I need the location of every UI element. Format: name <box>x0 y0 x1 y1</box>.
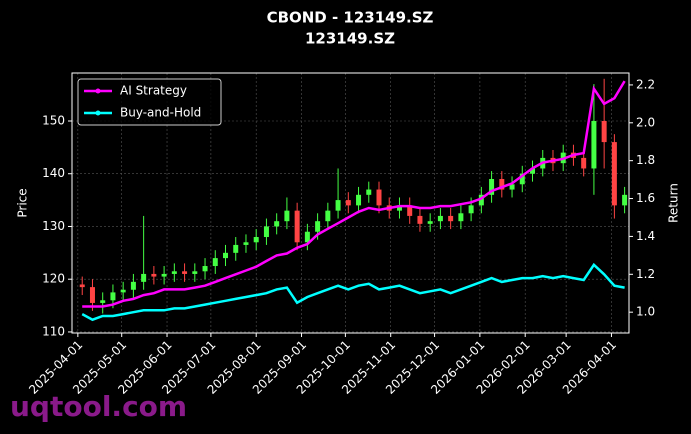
watermark: uqtool.com <box>10 390 187 423</box>
candle-body <box>356 194 362 206</box>
candle-body <box>581 157 587 169</box>
candle-body <box>284 210 290 222</box>
candle-body <box>335 200 341 211</box>
candle-body <box>202 266 208 272</box>
candle-body <box>79 284 85 288</box>
y-tick-label: 120 <box>42 272 65 286</box>
legend-label: AI Strategy <box>120 84 187 98</box>
y2-tick-label: 2.2 <box>636 77 655 91</box>
candle-body <box>407 205 413 216</box>
candle-body <box>376 189 382 206</box>
y-tick-label: 110 <box>42 324 65 338</box>
y2-tick-label: 1.4 <box>636 229 655 243</box>
candle-body <box>345 200 351 206</box>
candle-body <box>253 237 259 243</box>
candle-body <box>315 221 321 232</box>
y2-tick-label: 1.2 <box>636 267 655 281</box>
candle-body <box>212 258 218 267</box>
candle-body <box>233 244 239 253</box>
y-axis-label: Price <box>16 188 30 217</box>
candle-body <box>100 300 106 303</box>
candle-body <box>417 215 423 224</box>
candle-body <box>161 273 167 277</box>
candle-body <box>263 226 269 238</box>
candle-body <box>171 271 177 274</box>
candle-body <box>519 173 525 185</box>
candle-body <box>622 194 628 206</box>
y2-tick-label: 1.6 <box>636 191 655 205</box>
candle-body <box>601 120 607 143</box>
candle-body <box>509 184 515 190</box>
candle-body <box>192 271 198 274</box>
candle-body <box>110 292 116 301</box>
plot-frame <box>71 72 630 334</box>
candle-body <box>489 179 495 195</box>
legend-marker <box>95 110 101 116</box>
candle-body <box>89 287 95 303</box>
legend-box <box>77 78 222 126</box>
chart-subtitle: 123149.SZ <box>305 30 395 48</box>
chart-title: CBOND - 123149.SZ <box>267 9 434 27</box>
legend-marker <box>95 88 101 94</box>
candle-body <box>120 289 126 293</box>
candle-body <box>611 142 617 206</box>
candle-body <box>530 168 536 174</box>
candle-body <box>274 221 280 227</box>
plot-area: 1101201301401501.01.21.41.61.82.02.22025… <box>26 72 655 397</box>
return-line <box>82 80 626 308</box>
candle-body <box>141 273 147 282</box>
candle-body <box>499 179 505 190</box>
candle-body <box>458 213 464 222</box>
y-tick-label: 130 <box>42 219 65 233</box>
y2-axis-label: Return <box>667 183 681 223</box>
candle-body <box>427 221 433 224</box>
candle-body <box>468 205 474 214</box>
legend-label: Buy-and-Hold <box>120 106 201 120</box>
y-tick-label: 140 <box>42 166 65 180</box>
y2-tick-label: 1.8 <box>636 153 655 167</box>
y-tick-label: 150 <box>42 113 65 127</box>
candle-body <box>304 231 310 243</box>
candle-body <box>325 210 331 222</box>
candle-body <box>223 252 229 259</box>
candle-body <box>591 120 597 169</box>
candle-body <box>151 273 157 277</box>
y2-tick-label: 2.0 <box>636 115 655 129</box>
candle-body <box>130 281 136 290</box>
candle-body <box>448 215 454 222</box>
candle-body <box>478 194 484 206</box>
candle-body <box>294 210 300 243</box>
candle-body <box>366 189 372 195</box>
candle-body <box>437 215 443 222</box>
candle-body <box>182 271 188 274</box>
candle-body <box>396 205 402 211</box>
candle-body <box>243 242 249 245</box>
y2-tick-label: 1.0 <box>636 305 655 319</box>
return-line <box>81 262 625 322</box>
